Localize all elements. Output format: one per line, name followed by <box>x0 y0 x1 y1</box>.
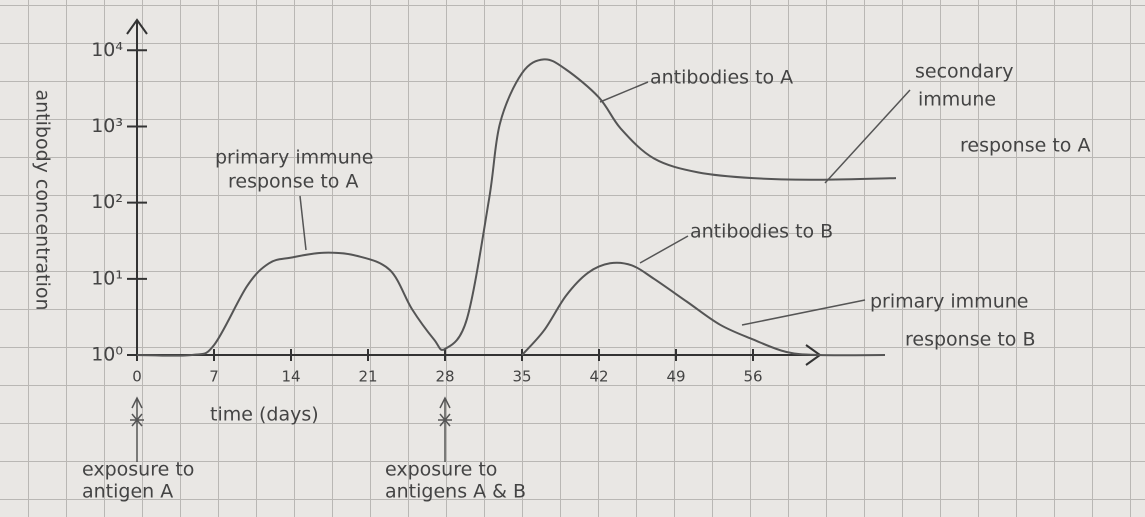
annotation: exposure to <box>82 459 194 481</box>
leader-line <box>300 196 306 250</box>
y-tick-label: 10¹ <box>91 267 123 289</box>
x-tick-label: 7 <box>209 368 219 386</box>
leader-line <box>640 236 688 263</box>
annotation: response to B <box>905 329 1036 351</box>
annotation: primary immune <box>215 147 373 169</box>
x-tick-label: 35 <box>512 368 531 386</box>
x-tick-label: 14 <box>281 368 300 386</box>
x-tick-label: 21 <box>358 368 377 386</box>
y-tick-label: 10⁰ <box>91 344 123 366</box>
annotation: immune <box>918 89 996 111</box>
x-tick-label: 42 <box>589 368 608 386</box>
annotation: primary immune <box>870 291 1028 313</box>
y-tick-label: 10⁴ <box>91 39 123 61</box>
annotation: antigens A & B <box>385 481 526 503</box>
x-tick-label: 28 <box>435 368 454 386</box>
y-tick-label: 10² <box>91 191 123 213</box>
annotation: exposure to <box>385 459 497 481</box>
series-label: antibodies to A <box>650 67 793 89</box>
x-tick-label: 0 <box>132 368 142 386</box>
y-axis-label: antibody concentration <box>32 89 54 310</box>
series-label: antibodies to B <box>690 221 833 243</box>
leader-line <box>825 90 910 183</box>
antibody-curve <box>137 59 896 355</box>
chart: time (days) antibody concentration 0 7 14 2… <box>0 0 1145 517</box>
annotation: response to A <box>228 171 358 193</box>
graph-paper: time (days) antibody concentration 0 7 14 2… <box>0 0 1145 517</box>
leader-line <box>742 300 865 325</box>
annotation: antigen A <box>82 481 173 503</box>
x-tick-label: 49 <box>666 368 685 386</box>
annotation: response to A <box>960 135 1090 157</box>
antibody-curve <box>522 263 885 356</box>
x-tick-label: 56 <box>743 368 762 386</box>
annotation: secondary <box>915 61 1013 83</box>
leader-line <box>600 82 648 102</box>
x-axis-label: time (days) <box>210 404 319 426</box>
y-tick-label: 10³ <box>91 115 123 137</box>
